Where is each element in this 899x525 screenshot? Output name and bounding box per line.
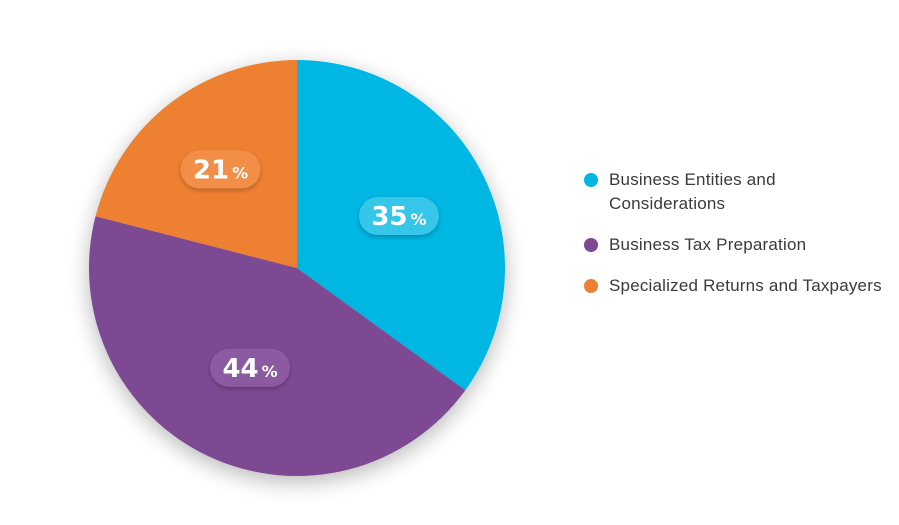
value-text: 21%	[193, 155, 248, 185]
slice-value-label: 44%	[210, 348, 291, 387]
legend-dot-icon	[584, 238, 598, 252]
value-text: 44%	[222, 354, 277, 384]
legend-label: Business Tax Preparation	[609, 235, 807, 254]
legend-dot-icon	[584, 173, 598, 187]
legend-item: Specialized Returns and Taxpayers	[582, 274, 882, 298]
value-text: 35%	[371, 202, 426, 232]
legend-label: Specialized Returns and Taxpayers	[609, 276, 882, 295]
value-badge	[210, 348, 291, 387]
legend-dot-icon	[584, 279, 598, 293]
slice-value-label: 21%	[180, 150, 261, 189]
legend: Business Entities and Considerations Bus…	[582, 168, 882, 315]
slice-value-label: 35%	[358, 197, 439, 236]
legend-label: Business Entities and Considerations	[609, 170, 776, 213]
pie-slice	[88, 216, 466, 477]
legend-item: Business Entities and Considerations	[582, 168, 882, 216]
value-badge	[180, 150, 261, 189]
pie-chart: 35 % 44 % 21%	[88, 59, 506, 477]
legend-item: Business Tax Preparation	[582, 233, 882, 257]
value-badge	[358, 197, 439, 236]
